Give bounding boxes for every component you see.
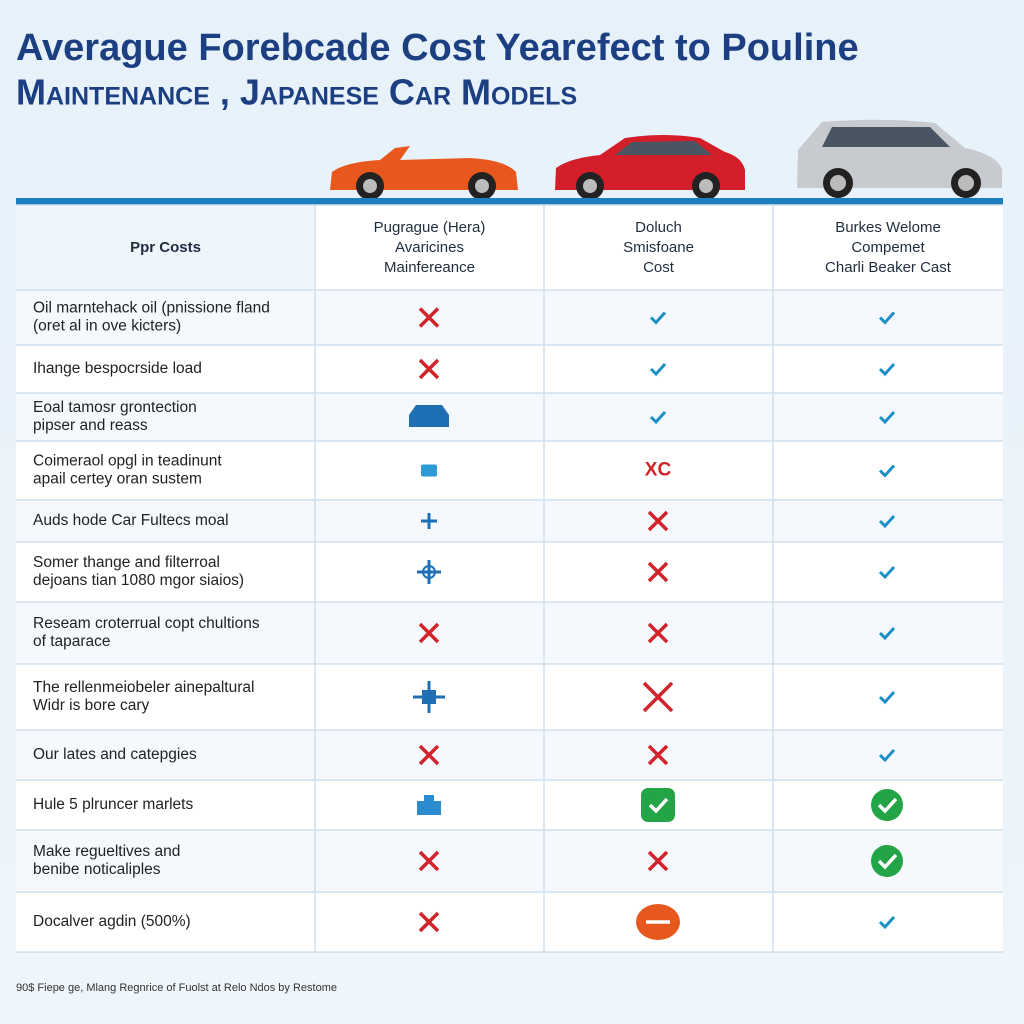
row-label: (oret al in ove kicters): [33, 318, 181, 335]
row-label: benibe noticaliples: [33, 861, 161, 878]
check-icon: [878, 410, 896, 425]
row-label: Reseam croterrual copt chultions: [33, 615, 260, 632]
check-icon: [878, 915, 896, 930]
cross-icon: [647, 622, 669, 644]
header-cell: [16, 205, 315, 290]
badge-icon: [871, 845, 903, 877]
row-label: Make regueltives and: [33, 843, 180, 860]
cell-text: XC: [645, 460, 672, 481]
row-label: of taparace: [33, 633, 111, 650]
check-icon: [878, 514, 896, 529]
check-icon: [649, 410, 667, 425]
cross-icon: [418, 850, 440, 872]
column-header: Mainfereance: [384, 259, 475, 276]
check-icon: [649, 311, 667, 325]
badge-icon: [871, 789, 903, 821]
check-icon: [878, 748, 896, 763]
header-rule: [16, 198, 1003, 205]
row-band: [16, 830, 1003, 892]
row-label: Auds hode Car Fultecs moal: [33, 512, 229, 529]
car-orange: [330, 146, 518, 200]
check-icon: [877, 853, 898, 870]
row-label: The rellenmeiobeler ainepaltural: [33, 679, 254, 696]
table: Ppr Costs Pugrague (Hera) Avaricines Mainfe…: [16, 204, 1003, 953]
row-band: [16, 730, 1003, 780]
row-band: [16, 393, 1003, 441]
building-icon: [417, 795, 441, 815]
row-band: [16, 290, 1003, 345]
row-label: Our lates and catepgies: [33, 746, 197, 763]
check-icon: [878, 362, 896, 377]
ring-icon: [422, 565, 436, 579]
row-band: [16, 500, 1003, 542]
column-header: Smisfoane: [623, 239, 694, 256]
row-band: [16, 602, 1003, 664]
row-label: Oil marntehack oil (pnissione fland: [33, 300, 270, 317]
title-line: Averague Forebcade Cost Yearefect to Pou…: [16, 27, 859, 69]
row-label: Ihange bespocrside load: [33, 360, 202, 377]
cross-icon: [647, 744, 669, 766]
row-label: pipser and reass: [33, 417, 148, 434]
check-icon: [878, 626, 896, 641]
badge-icon: [641, 788, 675, 822]
cross-icon: [418, 744, 440, 766]
column-header: Charli Beaker Cast: [825, 259, 952, 276]
column-header: Ppr Costs: [130, 239, 201, 256]
row-label: Widr is bore cary: [33, 697, 150, 714]
car-icon: [409, 405, 449, 427]
check-icon: [878, 464, 896, 478]
column-header: Burkes Welome: [835, 219, 941, 236]
row-label: Coimeraol opgl in teadinunt: [33, 453, 222, 470]
row-label: Somer thange and filterroal: [33, 554, 220, 571]
check-icon: [877, 797, 898, 814]
cross-icon: [647, 561, 669, 583]
cross-icon: [647, 850, 669, 872]
box-icon: [421, 464, 437, 477]
row-label: Docalver agdin (500%): [33, 913, 191, 930]
car-red: [555, 135, 745, 200]
box-icon: [422, 690, 436, 704]
cross-icon: [418, 307, 440, 328]
row-label: Eoal tamosr grontection: [33, 399, 197, 416]
column-header: Avaricines: [395, 239, 464, 256]
column-header: Doluch: [635, 219, 682, 236]
row-label: dejoans tian 1080 mgor siaios): [33, 572, 244, 589]
cross-icon: [642, 681, 674, 713]
footer: 90$ Fiepe ge, Mlang Regnrice of Fuolst a…: [16, 982, 337, 994]
title-line: Maintenance , Japanese Car Models: [16, 72, 577, 113]
check-icon: [649, 362, 667, 377]
plus-icon: [417, 560, 441, 584]
cross-icon: [418, 358, 440, 380]
column-header: Compemet: [851, 239, 925, 256]
row-label: apail certey oran sustem: [33, 471, 202, 488]
check-icon: [648, 797, 669, 814]
column-header: Pugrague (Hera): [374, 219, 486, 236]
check-icon: [878, 311, 896, 325]
row-label: Hule 5 plruncer marlets: [33, 796, 193, 813]
cross-icon: [418, 622, 440, 644]
check-icon: [878, 690, 896, 705]
column-header: Cost: [643, 259, 675, 276]
check-icon: [878, 565, 896, 580]
plus-icon: [421, 513, 437, 529]
cross-icon: [647, 510, 669, 532]
cross-icon: [418, 911, 440, 933]
car-silver: [797, 119, 1002, 198]
